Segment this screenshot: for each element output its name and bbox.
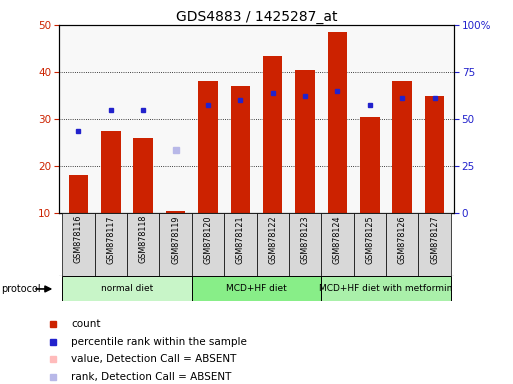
Text: GSM878116: GSM878116 xyxy=(74,215,83,263)
Bar xyxy=(198,81,218,213)
Text: value, Detection Call = ABSENT: value, Detection Call = ABSENT xyxy=(71,354,236,364)
Bar xyxy=(353,213,386,276)
Bar xyxy=(419,213,451,276)
Text: GSM878123: GSM878123 xyxy=(301,215,309,263)
Bar xyxy=(127,213,160,276)
Text: MCD+HF diet: MCD+HF diet xyxy=(226,285,287,293)
Bar xyxy=(133,138,153,213)
Text: GSM878127: GSM878127 xyxy=(430,215,439,264)
Bar xyxy=(360,117,380,213)
Bar xyxy=(328,32,347,213)
Bar xyxy=(256,213,289,276)
Text: count: count xyxy=(71,319,101,329)
Bar xyxy=(94,213,127,276)
Text: GSM878118: GSM878118 xyxy=(139,215,148,263)
Bar xyxy=(69,175,88,213)
Bar xyxy=(295,70,315,213)
Bar xyxy=(289,213,321,276)
Bar xyxy=(425,96,444,213)
Bar xyxy=(386,213,419,276)
Bar xyxy=(231,86,250,213)
Text: GSM878122: GSM878122 xyxy=(268,215,277,264)
Text: GSM878120: GSM878120 xyxy=(204,215,212,263)
Bar xyxy=(321,213,353,276)
Bar xyxy=(224,213,256,276)
Bar xyxy=(166,211,185,213)
Text: rank, Detection Call = ABSENT: rank, Detection Call = ABSENT xyxy=(71,372,231,382)
Bar xyxy=(263,56,282,213)
Text: normal diet: normal diet xyxy=(101,285,153,293)
Text: GSM878126: GSM878126 xyxy=(398,215,407,263)
Bar xyxy=(192,213,224,276)
Bar xyxy=(62,276,192,301)
Text: protocol: protocol xyxy=(1,284,41,294)
Bar xyxy=(392,81,412,213)
Text: GSM878121: GSM878121 xyxy=(236,215,245,263)
Text: GSM878125: GSM878125 xyxy=(365,215,374,264)
Text: GSM878124: GSM878124 xyxy=(333,215,342,263)
Bar xyxy=(62,213,94,276)
Bar xyxy=(321,276,451,301)
Text: percentile rank within the sample: percentile rank within the sample xyxy=(71,337,247,347)
Bar xyxy=(192,276,321,301)
Bar xyxy=(101,131,121,213)
Bar xyxy=(160,213,192,276)
Text: GSM878119: GSM878119 xyxy=(171,215,180,263)
Text: GDS4883 / 1425287_at: GDS4883 / 1425287_at xyxy=(176,10,337,23)
Text: MCD+HF diet with metformin: MCD+HF diet with metformin xyxy=(319,285,452,293)
Text: GSM878117: GSM878117 xyxy=(106,215,115,263)
